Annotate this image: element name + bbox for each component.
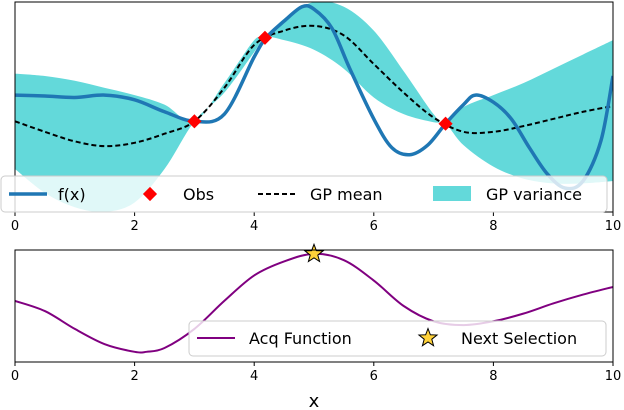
gp-mean-line xyxy=(15,24,613,148)
obs-point xyxy=(257,30,273,45)
x-tick-label: 8 xyxy=(489,369,497,384)
legend-gp-variance-label: GP variance xyxy=(486,185,582,204)
x-tick-label: 4 xyxy=(250,369,258,384)
x-tick-label: 4 xyxy=(250,219,258,234)
f-line xyxy=(15,3,613,191)
legend-next-selection-star-icon xyxy=(417,327,439,347)
x-tick-label: 2 xyxy=(130,369,138,384)
x-tick-label: 2 xyxy=(130,219,138,234)
bottom-legend: Acq Function Next Selection xyxy=(188,320,607,357)
x-tick-label: 10 xyxy=(605,369,622,384)
bottom-axes-frame xyxy=(14,249,614,363)
x-tick-label: 10 xyxy=(605,219,622,234)
legend-f-label: f(x) xyxy=(58,185,86,204)
next-selection-marker xyxy=(303,242,325,263)
legend-gp-variance-swatch xyxy=(433,186,471,201)
legend-next-selection-label: Next Selection xyxy=(461,329,577,348)
bottom-legend-box xyxy=(188,320,607,357)
legend-gp-mean-label: GP mean xyxy=(310,185,383,204)
x-axis-label: x xyxy=(309,391,320,410)
legend-obs-label: Obs xyxy=(183,185,214,204)
top-legend: f(x) Obs GP mean GP variance xyxy=(0,175,608,213)
x-tick-label: 8 xyxy=(489,219,497,234)
x-tick-label: 0 xyxy=(11,369,19,384)
top-legend-box xyxy=(0,175,608,213)
legend-acq-label: Acq Function xyxy=(249,329,352,348)
acq-function-line xyxy=(15,252,613,354)
gp-variance-band xyxy=(15,2,613,212)
top-x-ticks: 0 2 4 6 8 10 xyxy=(11,212,621,234)
bottom-x-ticks: 0 2 4 6 8 10 xyxy=(11,362,621,384)
x-tick-label: 6 xyxy=(370,369,378,384)
obs-point xyxy=(438,116,453,131)
top-panel: 0 2 4 6 8 10 f(x) Obs GP mean GP variance xyxy=(0,1,621,234)
x-tick-label: 6 xyxy=(370,219,378,234)
next-selection-star xyxy=(303,242,325,263)
bottom-panel: 0 2 4 6 8 10 x Acq Function Next Selection xyxy=(11,242,621,410)
x-tick-label: 0 xyxy=(11,219,19,234)
